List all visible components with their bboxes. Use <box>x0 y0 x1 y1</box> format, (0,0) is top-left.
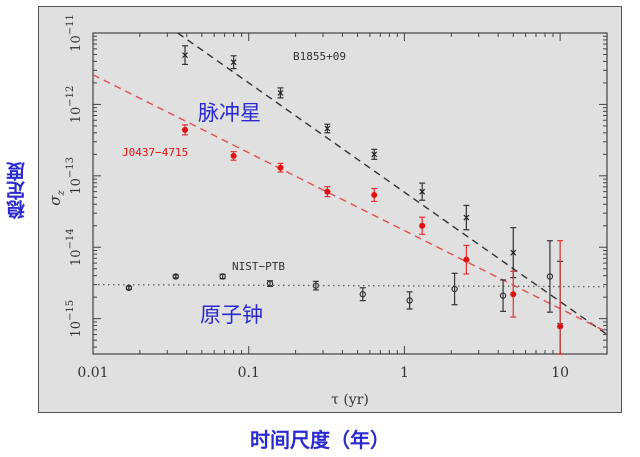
marker-filled-circle <box>182 126 189 133</box>
fit-line-1 <box>93 74 607 333</box>
label-b1855: B1855+09 <box>293 50 346 63</box>
marker-x <box>463 214 470 221</box>
marker-open-circle <box>312 282 320 289</box>
label-j0437: J0437−4715 <box>122 146 188 159</box>
y-axis-title-cn: 稳定度 <box>6 162 28 219</box>
marker-open-circle <box>546 273 554 280</box>
y-tick-label: 10−14 <box>65 228 84 266</box>
x-tick-label: 1 <box>400 365 409 381</box>
x-axis-title-cn: 时间尺度（年） <box>250 428 390 452</box>
x-tick-label: 10 <box>551 365 569 381</box>
label-nist: NIST−PTB <box>232 260 285 273</box>
y-axis-title: σz <box>46 190 67 206</box>
x-tick-label: 0.01 <box>77 365 108 381</box>
fit-line-2 <box>93 283 607 288</box>
plot-frame <box>92 32 608 355</box>
marker-open-circle <box>125 284 133 292</box>
x-tick-label: 0.1 <box>238 365 260 381</box>
marker-filled-circle <box>230 152 237 159</box>
y-tick-label: 10−15 <box>65 300 84 338</box>
marker-filled-circle <box>371 191 378 198</box>
chart-panel <box>38 6 622 413</box>
y-tick-label: 10−12 <box>65 86 84 124</box>
marker-filled-circle <box>463 256 470 263</box>
marker-open-circle <box>266 280 274 287</box>
marker-x <box>182 52 188 59</box>
y-tick-label: 10−11 <box>65 14 84 52</box>
marker-open-circle <box>499 292 507 299</box>
marker-open-circle <box>451 285 458 293</box>
marker-x <box>510 249 517 256</box>
y-tick-label: 10−13 <box>65 157 84 195</box>
marker-open-circle <box>172 273 179 280</box>
atomic-clock-label-cn: 原子钟 <box>200 303 263 327</box>
marker-x <box>371 151 378 158</box>
marker-filled-circle <box>324 188 331 195</box>
marker-x <box>277 89 284 96</box>
marker-open-circle <box>359 291 366 298</box>
x-axis-title: τ (yr) <box>331 392 369 408</box>
marker-open-circle <box>219 273 226 280</box>
marker-x <box>419 188 426 195</box>
pulsar-label-cn: 脉冲星 <box>198 101 261 125</box>
marker-open-circle <box>406 297 413 304</box>
marker-filled-circle <box>510 291 517 298</box>
marker-x <box>324 125 331 132</box>
marker-filled-circle <box>557 323 564 330</box>
marker-filled-circle <box>277 164 284 171</box>
fit-line-0 <box>177 33 607 336</box>
marker-x <box>230 59 237 66</box>
marker-filled-circle <box>419 222 426 229</box>
